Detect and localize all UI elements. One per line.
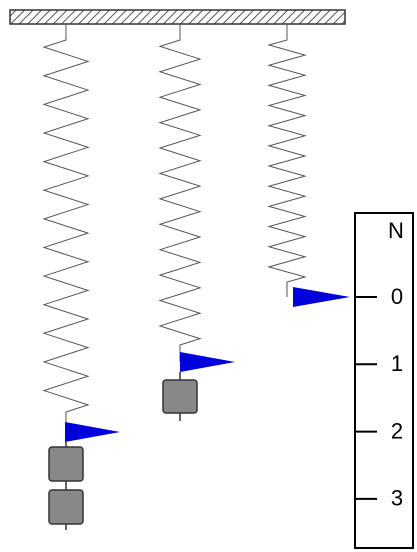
scale bbox=[354, 212, 414, 549]
spring bbox=[42, 24, 90, 432]
scale-tick-label: 1 bbox=[391, 351, 403, 376]
flag bbox=[65, 422, 120, 442]
flag bbox=[180, 352, 235, 372]
weight bbox=[48, 489, 84, 525]
spring bbox=[158, 24, 202, 362]
flag bbox=[293, 287, 350, 307]
weight bbox=[48, 446, 84, 482]
spring bbox=[267, 24, 307, 297]
scale-tick-label: 3 bbox=[391, 486, 403, 511]
scale-tick-label: 0 bbox=[391, 284, 403, 309]
weight bbox=[162, 379, 198, 414]
scale-tick-label: 2 bbox=[391, 418, 403, 443]
ceiling bbox=[9, 9, 346, 25]
weights bbox=[48, 372, 198, 530]
scale-unit: N bbox=[388, 218, 404, 243]
scale-ticks: 0 1 2 3 bbox=[355, 284, 403, 511]
springs bbox=[42, 24, 307, 432]
